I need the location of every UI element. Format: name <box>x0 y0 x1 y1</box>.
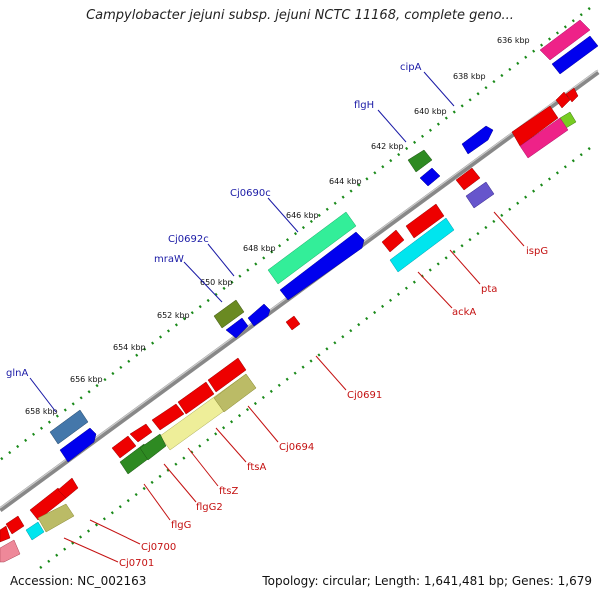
gene-block[interactable] <box>25 521 45 541</box>
label-leader-line <box>377 109 407 143</box>
gene-block[interactable] <box>49 409 89 445</box>
gene-label-forward[interactable]: mraW <box>154 254 184 265</box>
label-leader-line <box>247 405 279 443</box>
gene-label-reverse[interactable]: ftsA <box>247 462 266 473</box>
genome-summary-text: Topology: circular; Length: 1,641,481 bp… <box>262 574 592 588</box>
tick-label: 652 kbp <box>157 311 190 320</box>
label-leader-line <box>207 243 235 277</box>
gene-block[interactable] <box>407 149 433 173</box>
label-leader-line <box>493 211 525 247</box>
gene-arrow[interactable] <box>225 317 249 339</box>
gene-arrow[interactable] <box>151 403 185 431</box>
gene-label-reverse[interactable]: Cj0700 <box>141 542 176 553</box>
gene-block[interactable] <box>539 19 591 61</box>
gene-arrow[interactable] <box>57 477 79 499</box>
label-leader-line <box>215 427 247 463</box>
gene-label-reverse[interactable]: flgG2 <box>196 502 223 513</box>
gene-label-forward[interactable]: glnA <box>6 368 28 379</box>
outer-tick-track <box>0 7 591 461</box>
gene-arrow[interactable] <box>59 427 97 463</box>
gene-label-reverse[interactable]: pta <box>481 284 497 295</box>
gene-block[interactable] <box>213 373 257 413</box>
gene-arrow[interactable] <box>111 435 137 459</box>
gene-arrow[interactable] <box>5 515 25 535</box>
tick-label: 642 kbp <box>371 142 404 151</box>
gene-arrow[interactable] <box>207 357 247 393</box>
gene-block[interactable] <box>267 211 357 285</box>
gene-arrow[interactable] <box>455 167 481 191</box>
gene-arrow[interactable] <box>419 167 441 187</box>
accession-text: Accession: NC_002163 <box>10 574 147 588</box>
gene-label-forward[interactable]: flgH <box>354 100 374 111</box>
gene-block[interactable] <box>389 217 455 273</box>
label-leader-line <box>63 537 119 563</box>
label-leader-line <box>163 463 197 503</box>
gene-arrow[interactable] <box>565 87 579 103</box>
gene-label-forward[interactable]: Cj0690c <box>230 188 271 199</box>
gene-arrow[interactable] <box>279 231 365 301</box>
gene-label-forward[interactable]: Cj0692c <box>168 234 209 245</box>
tick-label: 656 kbp <box>70 375 103 384</box>
gene-label-reverse[interactable]: flgG <box>171 520 191 531</box>
tick-label: 650 kbp <box>200 278 233 287</box>
tick-label: 654 kbp <box>113 343 146 352</box>
label-leader-line <box>29 377 57 413</box>
gene-arrow[interactable] <box>247 303 271 327</box>
label-leader-line <box>267 197 299 233</box>
tick-label: 658 kbp <box>25 407 58 416</box>
map-title: Campylobacter jejuni subsp. jejuni NCTC … <box>86 8 514 23</box>
gene-arrow[interactable] <box>129 423 153 443</box>
tick-label: 648 kbp <box>243 244 276 253</box>
gene-arrow[interactable] <box>511 105 559 147</box>
tick-label: 638 kbp <box>453 72 486 81</box>
gene-block[interactable] <box>519 117 569 159</box>
gene-arrow[interactable] <box>461 125 494 155</box>
gene-arrow[interactable] <box>0 525 11 543</box>
gene-label-reverse[interactable]: Cj0694 <box>279 442 314 453</box>
gene-label-reverse[interactable]: ackA <box>452 307 476 318</box>
tick-label: 636 kbp <box>497 36 530 45</box>
gene-label-reverse[interactable]: ispG <box>526 246 548 257</box>
label-leader-line <box>417 271 453 309</box>
tick-label: 640 kbp <box>414 107 447 116</box>
gene-arrow[interactable] <box>177 381 215 415</box>
gene-arrow[interactable] <box>551 35 599 75</box>
tick-label: 646 kbp <box>286 211 319 220</box>
gene-arrow[interactable] <box>405 203 445 239</box>
gene-arrow[interactable] <box>381 229 405 253</box>
gene-label-reverse[interactable]: Cj0691 <box>347 390 382 401</box>
gene-label-reverse[interactable]: ftsZ <box>219 486 238 497</box>
label-leader-line <box>89 519 141 545</box>
gene-arrow[interactable] <box>285 315 301 331</box>
gene-block[interactable] <box>139 433 167 461</box>
label-leader-line <box>143 483 171 521</box>
tick-label: 644 kbp <box>329 177 362 186</box>
gene-block[interactable] <box>37 503 75 533</box>
gene-label-forward[interactable]: cipA <box>400 62 422 73</box>
label-leader-line <box>183 261 223 303</box>
gene-arrow[interactable] <box>555 91 571 109</box>
gene-block[interactable] <box>0 539 21 563</box>
gene-block[interactable] <box>465 181 495 209</box>
label-leader-line <box>187 447 219 487</box>
label-leader-line <box>423 71 455 107</box>
label-leader-line <box>449 249 481 285</box>
gene-block[interactable] <box>213 299 245 329</box>
gene-label-reverse[interactable]: Cj0701 <box>119 558 154 569</box>
label-leader-line <box>315 355 347 391</box>
